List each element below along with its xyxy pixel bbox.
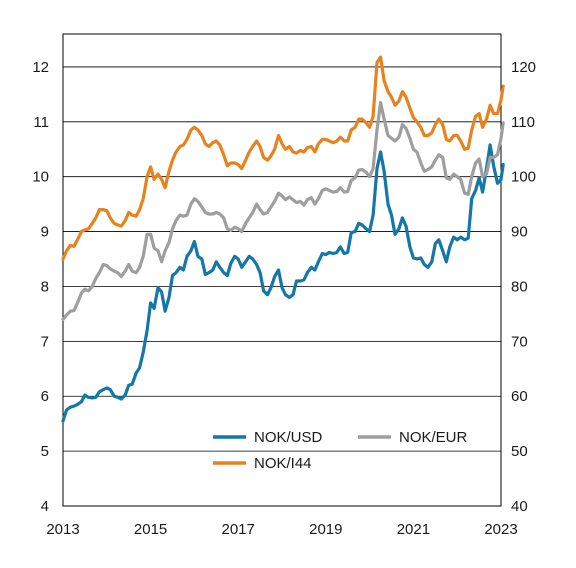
legend-label: NOK/EUR — [399, 429, 468, 446]
right-tick-label: 110 — [511, 114, 535, 131]
left-tick-label: 10 — [32, 169, 49, 186]
series-line-nok-eur — [61, 101, 505, 321]
left-tick-label: 8 — [41, 278, 49, 295]
right-tick-label: 80 — [511, 278, 528, 295]
right-tick-label: 90 — [511, 224, 528, 241]
series-lines — [61, 55, 505, 423]
left-tick-label: 12 — [32, 59, 49, 76]
right-tick-label: 50 — [511, 443, 528, 460]
left-tick-label: 11 — [33, 114, 49, 131]
x-tick-label: 2013 — [46, 521, 79, 538]
series-line-nok-usd — [61, 143, 505, 423]
right-tick-label: 120 — [511, 59, 536, 76]
left-tick-label: 5 — [41, 443, 49, 460]
plot-frame — [62, 33, 502, 507]
x-tick-label: 2017 — [222, 521, 255, 538]
series-line-nok-i44 — [61, 55, 505, 261]
x-tick-label: 2019 — [309, 521, 342, 538]
right-axis-tick-labels: 40 50 60 70 80 90 100 110 120 — [511, 59, 536, 515]
left-tick-label: 9 — [41, 224, 49, 241]
legend-label: NOK/USD — [254, 429, 323, 446]
grid-lines — [63, 66, 501, 452]
left-tick-label: 4 — [41, 498, 49, 515]
legend: NOK/USD NOK/EUR NOK/I44 — [213, 429, 468, 472]
legend-label: NOK/I44 — [254, 455, 312, 472]
x-axis-tick-labels: 2013 2015 2017 2019 2021 2023 — [46, 521, 517, 538]
left-axis-tick-labels: 4 5 6 7 8 9 10 11 12 — [32, 59, 49, 515]
right-tick-label: 60 — [511, 388, 528, 405]
right-tick-label: 70 — [511, 333, 528, 350]
left-tick-label: 6 — [41, 388, 49, 405]
x-tick-label: 2021 — [397, 521, 430, 538]
x-tick-label: 2023 — [484, 521, 517, 538]
right-tick-label: 40 — [511, 498, 528, 515]
x-tick-label: 2015 — [134, 521, 167, 538]
left-tick-label: 7 — [41, 333, 49, 350]
right-tick-label: 100 — [511, 169, 536, 186]
